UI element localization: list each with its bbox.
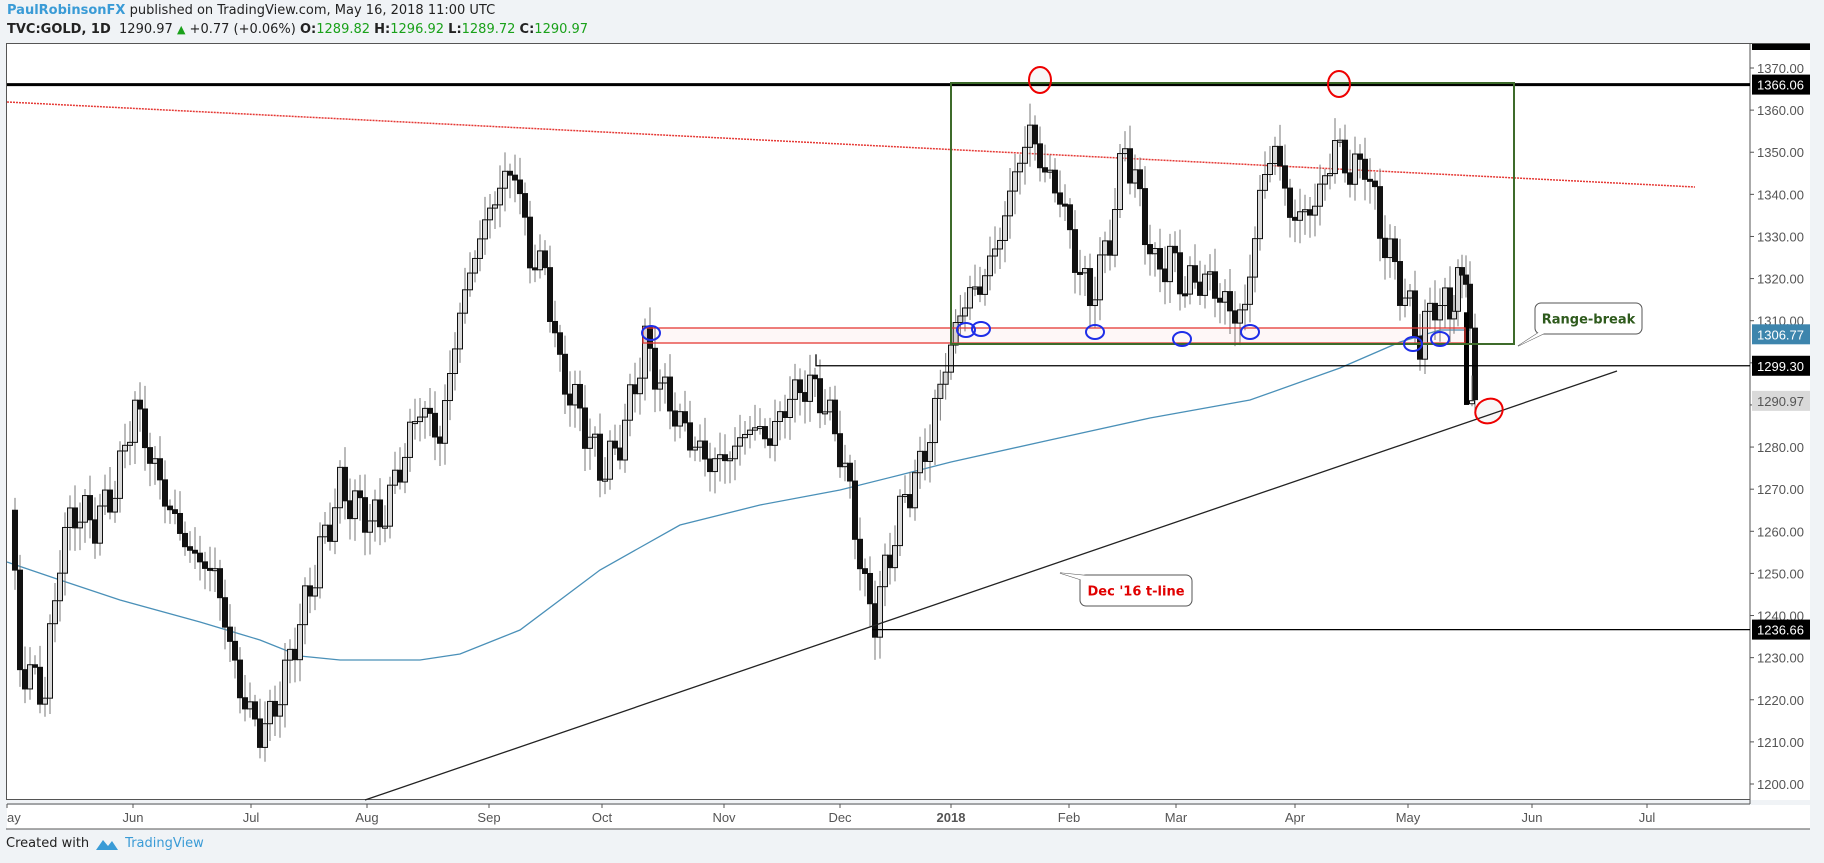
x-tick-label: May [1396, 810, 1421, 825]
y-tick-label: 1230.00 [1757, 651, 1804, 666]
close-value: 1290.97 [534, 22, 589, 37]
price-label [1752, 390, 1810, 411]
x-tick-label: Jun [123, 810, 144, 825]
x-tick-label: Jul [243, 810, 260, 825]
y-tick-label: 1220.00 [1757, 693, 1804, 708]
trendline-callout-text: Dec '16 t-line [1087, 585, 1184, 600]
trendline-callout [1079, 574, 1193, 607]
y-tick-label: 1330.00 [1757, 229, 1804, 244]
y-tick-label: 1250.00 [1757, 566, 1804, 581]
high-label: H: [374, 22, 391, 37]
x-tick-label: Jun [1522, 810, 1543, 825]
support-touch-marker [1240, 324, 1260, 340]
published-text: published on TradingView.com, May 16, 20… [129, 3, 496, 18]
y-tick-label: 1370.00 [1757, 61, 1804, 76]
up-arrow-icon: ▲ [176, 23, 186, 36]
y-tick-label: 1280.00 [1757, 440, 1804, 455]
x-tick-label: Mar [1165, 810, 1188, 825]
price-label [1752, 324, 1810, 345]
support-touch-marker [971, 321, 991, 337]
support-touch-marker [1430, 331, 1450, 347]
y-tick-label: 1360.00 [1757, 103, 1804, 118]
x-tick-label: Jul [1639, 810, 1656, 825]
range-break-callout-text: Range-break [1542, 313, 1636, 328]
author-link[interactable]: PaulRobinsonFX [7, 3, 126, 18]
tradingview-logo-icon [96, 839, 119, 850]
time-axis[interactable] [7, 805, 1810, 829]
price-label-text: 1236.66 [1757, 623, 1804, 638]
support-touch-marker [1403, 336, 1423, 352]
x-tick-label: Oct [592, 810, 613, 825]
y-tick-label: 1320.00 [1757, 272, 1804, 287]
price-label-text: 1306.77 [1757, 327, 1804, 342]
support-touch-marker [1172, 331, 1192, 347]
close-label: C: [519, 22, 535, 37]
x-tick-label: Sep [477, 810, 500, 825]
open-label: O: [300, 22, 317, 37]
created-with-text: Created with [6, 836, 90, 851]
price-label-text: 1299.30 [1757, 359, 1804, 374]
chart-frame[interactable] [6, 43, 1810, 800]
price-label-text: 1366.06 [1757, 78, 1804, 93]
support-zone [642, 327, 1466, 344]
y-tick-label: 1200.00 [1757, 777, 1804, 792]
x-tick-label: Feb [1058, 810, 1080, 825]
open-value: 1289.82 [316, 22, 371, 37]
high-value: 1296.92 [390, 22, 445, 37]
range-break-callout [1534, 302, 1643, 335]
tradingview-link[interactable]: TradingView [125, 836, 204, 851]
change: +0.77 (+0.06%) [189, 22, 296, 37]
x-tick-label: 2018 [937, 810, 966, 825]
y-tick-label: 1340.00 [1757, 187, 1804, 202]
y-tick-label: 1260.00 [1757, 524, 1804, 539]
x-tick-label: Aug [355, 810, 378, 825]
last-price: 1290.97 [119, 22, 173, 37]
symbol: TVC:GOLD, 1D [7, 22, 111, 37]
support-touch-marker [1085, 324, 1105, 340]
publish-info: PaulRobinsonFX published on TradingView.… [7, 3, 495, 18]
dec16-trendline [364, 370, 1618, 801]
symbol-info: TVC:GOLD, 1D 1290.97 ▲ +0.77 (+0.06%) O:… [7, 22, 588, 37]
y-tick-label: 1350.00 [1757, 145, 1804, 160]
price-label-text: 1290.97 [1757, 394, 1804, 409]
trendline-test-marker [1474, 397, 1504, 425]
range-box [950, 82, 1515, 345]
low-label: L: [448, 22, 462, 37]
moving-average-line [6, 329, 1470, 661]
price-label [1752, 619, 1810, 640]
x-tick-label: Dec [828, 810, 852, 825]
x-tick-label: ay [7, 810, 21, 825]
x-tick-label: Nov [712, 810, 736, 825]
descending-trendline [6, 101, 1696, 188]
y-tick-label: 1210.00 [1757, 735, 1804, 750]
x-tick-label: Apr [1285, 810, 1306, 825]
footer: Created with TradingView [6, 836, 204, 851]
support-touch-marker [641, 325, 661, 341]
support-touch-marker [956, 322, 976, 338]
top-marker [1327, 70, 1351, 98]
top-marker [1028, 66, 1052, 94]
y-tick-label: 1270.00 [1757, 482, 1804, 497]
price-label [1752, 355, 1810, 376]
low-value: 1289.72 [461, 22, 516, 37]
level-1299 [815, 354, 1750, 367]
price-label [1752, 74, 1810, 95]
price-axis[interactable] [1750, 44, 1810, 800]
candles [12, 103, 1478, 762]
